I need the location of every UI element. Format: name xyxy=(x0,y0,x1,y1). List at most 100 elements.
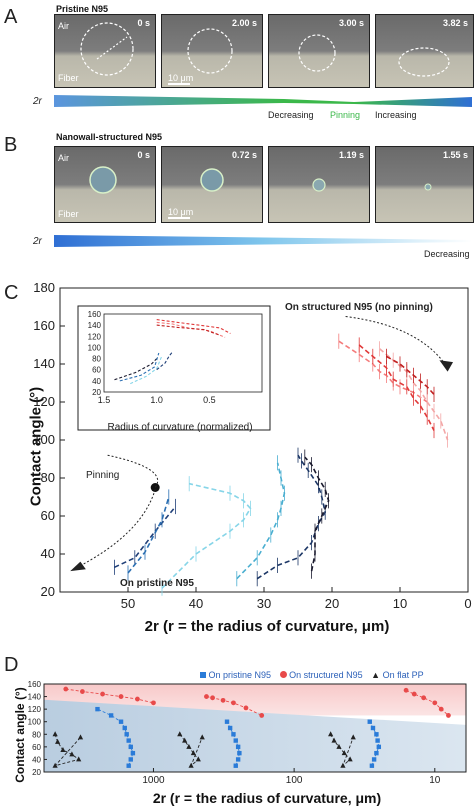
inset-y-tick-label: 160 xyxy=(88,310,102,319)
droplet xyxy=(312,178,326,192)
data-point xyxy=(336,743,342,749)
arrowhead xyxy=(439,360,454,372)
pinning-arrow xyxy=(107,454,159,488)
data-point xyxy=(63,686,69,692)
data-point xyxy=(432,700,438,706)
panel-b-frame-3: 1.19 s xyxy=(268,146,370,223)
data-point xyxy=(76,756,82,762)
data-point xyxy=(331,737,337,743)
data-point xyxy=(199,734,205,740)
panel-d-xlabel: 2r (r = the radius of curvature, μm) xyxy=(152,790,382,806)
panel-a-gradient-bar xyxy=(54,95,472,107)
data-point xyxy=(446,713,451,718)
data-point xyxy=(204,694,209,699)
panel-b-frame-4: 1.55 s xyxy=(375,146,474,223)
panel-d-chart: 20 40 60 80 100 120 140 160 1000 100 10 xyxy=(28,680,467,786)
frame-time: 3.82 s xyxy=(442,18,468,28)
stage-label-decreasing: Decreasing xyxy=(268,110,314,120)
inset-frame xyxy=(103,313,263,393)
panel-letter-c: C xyxy=(4,282,19,304)
droplet xyxy=(424,183,432,191)
panel-letter-b: B xyxy=(4,134,18,156)
data-point xyxy=(375,738,380,743)
inset-series-line xyxy=(156,351,173,371)
scale-bar-label: 10 μm xyxy=(168,207,194,217)
stage-label-increasing: Increasing xyxy=(375,110,417,120)
inset-series-line xyxy=(156,319,231,334)
data-point xyxy=(347,756,353,762)
x-tick-label: 20 xyxy=(325,596,339,611)
data-point xyxy=(328,731,334,737)
inset-series-line xyxy=(130,355,163,385)
panel-a-frame-1: 0 s Air Fiber xyxy=(54,14,156,88)
data-point xyxy=(376,744,382,750)
y-tick-label: 40 xyxy=(41,546,55,561)
inset-y-tick-label: 40 xyxy=(92,377,101,386)
data-point xyxy=(220,697,226,703)
panel-b-2r-label: 2r xyxy=(33,236,42,247)
droplet-outline xyxy=(298,34,336,72)
data-point xyxy=(108,713,114,718)
inset-xlabel: Radius of curvature (normalized) xyxy=(107,422,253,433)
fiber-label: Fiber xyxy=(58,73,79,83)
x-tick-label: 1000 xyxy=(142,775,165,786)
y-tick-label: 120 xyxy=(33,394,55,409)
fiber-label: Fiber xyxy=(58,209,79,219)
y-tick-label: 160 xyxy=(33,318,55,333)
series-line xyxy=(127,496,170,574)
data-point xyxy=(411,691,417,697)
y-tick-label: 20 xyxy=(41,584,55,599)
data-point xyxy=(231,732,236,737)
annotation-pinning: Pinning xyxy=(86,470,120,481)
x-tick-label: 30 xyxy=(257,596,271,611)
y-tick-label: 100 xyxy=(33,432,55,447)
data-point xyxy=(421,695,427,701)
panel-c-chart: 50 40 30 20 10 020406080100120140160180204060… xyxy=(33,280,471,611)
data-point xyxy=(227,725,233,731)
droplet-outline xyxy=(398,47,450,77)
pristine-arrow xyxy=(73,489,156,570)
x-tick-label: 100 xyxy=(286,775,303,786)
y-tick-label: 60 xyxy=(32,743,41,752)
data-point xyxy=(122,725,127,731)
panel-b-gradient-bar xyxy=(54,235,472,247)
legend: On pristine N95 On structured N95 ▲ On f… xyxy=(200,670,424,680)
data-point xyxy=(235,757,241,762)
annotation-pristine: On pristine N95 xyxy=(120,578,194,589)
data-point xyxy=(118,694,124,699)
data-point xyxy=(126,763,131,768)
panel-letter-d: D xyxy=(4,654,19,676)
scale-bar-label: 10 μm xyxy=(168,73,194,83)
frame-time: 1.19 s xyxy=(338,150,364,160)
legend-flatpp-icon: ▲ xyxy=(371,670,381,680)
data-point xyxy=(370,725,376,731)
data-point xyxy=(186,743,192,749)
data-point xyxy=(231,700,236,706)
data-point xyxy=(77,734,84,740)
data-point xyxy=(118,719,124,724)
frame-time: 0.72 s xyxy=(231,150,257,160)
inset-y-tick-label: 80 xyxy=(92,355,101,364)
inset-series-line xyxy=(114,358,158,381)
data-point xyxy=(233,738,238,743)
legend-structured-label: On structured N95 xyxy=(289,670,363,680)
pinning-marker xyxy=(150,483,160,492)
data-point xyxy=(95,706,100,712)
y-tick-label: 160 xyxy=(28,680,42,689)
inset-x-tick-label: 1.5 xyxy=(98,395,111,405)
y-tick-label: 140 xyxy=(33,356,55,371)
data-point xyxy=(188,762,194,768)
data-point xyxy=(60,747,66,752)
data-point xyxy=(237,750,242,756)
droplet xyxy=(200,168,224,192)
panel-letter-a: A xyxy=(4,6,18,28)
droplet-outline xyxy=(80,22,134,76)
annotation-structured: On structured N95 (no pinning) xyxy=(285,302,433,313)
data-point xyxy=(182,737,188,743)
plot-frame xyxy=(43,683,467,773)
panel-a-title: Pristine N95 xyxy=(56,4,109,14)
x-tick-label: 40 xyxy=(189,596,203,611)
frame-time: 0 s xyxy=(137,150,150,160)
data-point xyxy=(243,705,249,711)
frame-time: 1.55 s xyxy=(442,150,468,160)
